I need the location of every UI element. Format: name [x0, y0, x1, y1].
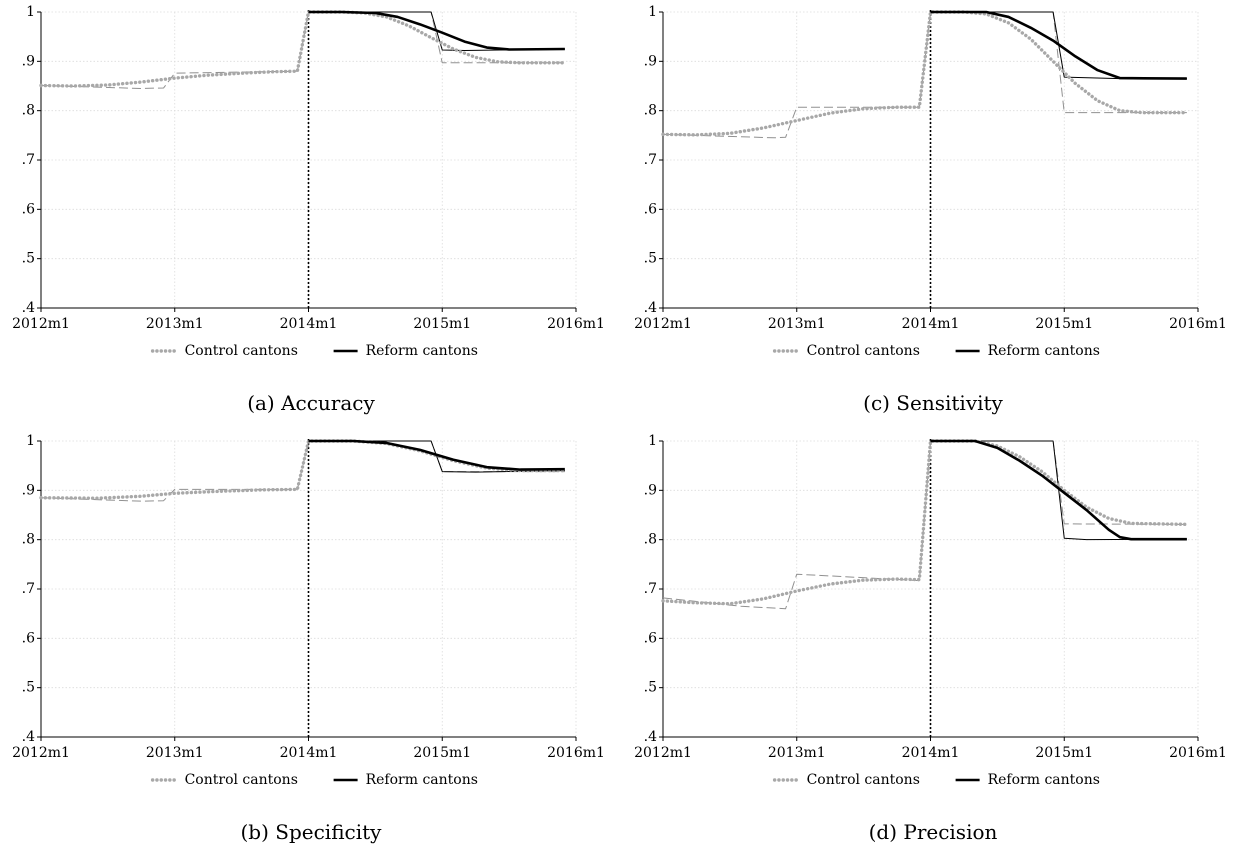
x-tick-label: 2015m1 — [1035, 316, 1093, 332]
chart-panel-accuracy: .4 .5 .6 .7 .8 .9 1 2012m1 2013m1 2014m1 2015m1 201… — [0, 0, 622, 429]
legend: Control cantons Reform cantons — [772, 343, 1100, 359]
x-tick-label: 2012m1 — [634, 745, 692, 761]
series-line-reform-cantons — [930, 10, 1187, 80]
series-line-control-cantons — [661, 439, 1189, 606]
x-tick-label: 2016m1 — [1169, 745, 1227, 761]
series-line-dashed-thin — [662, 440, 1187, 610]
y-tick-label: .5 — [22, 680, 35, 696]
x-tick-label: 2014m1 — [280, 745, 338, 761]
y-tick-label: .6 — [644, 201, 657, 217]
series-line-control-cantons — [39, 439, 567, 500]
legend-label: Reform cantons — [366, 343, 478, 359]
series-line-solid-thin — [930, 440, 1187, 541]
legend: Control cantons Reform cantons — [150, 343, 478, 359]
y-tick-label: .7 — [644, 581, 657, 597]
y-tick-label: .7 — [22, 152, 35, 168]
x-tick-label: 2016m1 — [547, 316, 605, 332]
x-tick-label: 2012m1 — [12, 316, 70, 332]
x-tick-label: 2015m1 — [413, 745, 471, 761]
x-tick-label: 2016m1 — [1169, 316, 1227, 332]
y-tick-label: .9 — [644, 482, 657, 498]
series-line-reform-cantons — [930, 439, 1187, 541]
y-tick-label: .8 — [644, 532, 657, 548]
x-tick-label: 2014m1 — [902, 316, 960, 332]
x-tick-label: 2015m1 — [1035, 745, 1093, 761]
y-tick-label: .5 — [644, 680, 657, 696]
y-tick-label: .9 — [22, 53, 35, 69]
series-line-reform-cantons — [308, 10, 565, 51]
legend-label: Control cantons — [807, 343, 920, 359]
y-tick-label: .4 — [22, 729, 35, 745]
chart-precision: .4 .5 .6 .7 .8 .9 1 2012m1 2013m1 2014m1 2015m1 201… — [634, 433, 1227, 788]
x-tick-label: 2013m1 — [146, 316, 204, 332]
x-tick-label: 2014m1 — [902, 745, 960, 761]
y-tick-label: .8 — [22, 532, 35, 548]
x-tick-label: 2016m1 — [547, 745, 605, 761]
y-tick-label: .4 — [644, 300, 657, 316]
chart-specificity: .4 .5 .6 .7 .8 .9 1 2012m1 2013m1 2014m1 2015m1 201… — [12, 433, 605, 788]
legend: Control cantons Reform cantons — [150, 772, 478, 788]
caption-precision: (d) Precision — [868, 820, 998, 844]
x-tick-label: 2015m1 — [413, 316, 471, 332]
caption-sensitivity: (c) Sensitivity — [863, 391, 1003, 415]
y-tick-label: .8 — [644, 103, 657, 119]
series-line-reform-cantons — [308, 439, 565, 471]
legend: Control cantons Reform cantons — [772, 772, 1100, 788]
y-tick-label: .8 — [22, 103, 35, 119]
chart-sensitivity: .4 .5 .6 .7 .8 .9 1 2012m1 2013m1 2014m1 2015m1 201… — [634, 4, 1227, 359]
x-tick-label: 2013m1 — [146, 745, 204, 761]
x-tick-label: 2013m1 — [768, 316, 826, 332]
caption-accuracy: (a) Accuracy — [247, 391, 375, 415]
chart-panel-precision: .4 .5 .6 .7 .8 .9 1 2012m1 2013m1 2014m1 2015m1 201… — [622, 429, 1244, 858]
y-tick-label: .9 — [644, 53, 657, 69]
y-tick-label: .4 — [22, 300, 35, 316]
legend-label: Control cantons — [185, 343, 298, 359]
y-tick-label: 1 — [648, 433, 657, 449]
legend-label: Control cantons — [807, 772, 920, 788]
chart-accuracy: .4 .5 .6 .7 .8 .9 1 2012m1 2013m1 2014m1 2015m1 201… — [12, 4, 605, 359]
y-tick-label: 1 — [26, 4, 35, 20]
x-tick-label: 2012m1 — [12, 745, 70, 761]
y-tick-label: .6 — [22, 201, 35, 217]
x-tick-label: 2013m1 — [768, 745, 826, 761]
x-tick-label: 2012m1 — [634, 316, 692, 332]
y-tick-label: 1 — [648, 4, 657, 20]
y-tick-label: .7 — [644, 152, 657, 168]
y-tick-label: .5 — [22, 251, 35, 267]
y-tick-label: .4 — [644, 729, 657, 745]
y-tick-label: .6 — [644, 630, 657, 646]
legend-label: Reform cantons — [988, 772, 1100, 788]
series-line-solid-thin — [308, 11, 565, 51]
chart-panel-sensitivity: .4 .5 .6 .7 .8 .9 1 2012m1 2013m1 2014m1 2015m1 201… — [622, 0, 1244, 429]
series-line-solid-thin — [308, 440, 565, 473]
y-tick-label: .5 — [644, 251, 657, 267]
chart-panel-specificity: .4 .5 .6 .7 .8 .9 1 2012m1 2013m1 2014m1 2015m1 201… — [0, 429, 622, 858]
series-line-control-cantons — [39, 10, 567, 88]
legend-label: Reform cantons — [988, 343, 1100, 359]
y-tick-label: .6 — [22, 630, 35, 646]
legend-label: Reform cantons — [366, 772, 478, 788]
caption-specificity: (b) Specificity — [240, 820, 382, 844]
y-tick-label: .9 — [22, 482, 35, 498]
legend-label: Control cantons — [185, 772, 298, 788]
y-tick-label: .7 — [22, 581, 35, 597]
x-tick-label: 2014m1 — [280, 316, 338, 332]
y-tick-label: 1 — [26, 433, 35, 449]
